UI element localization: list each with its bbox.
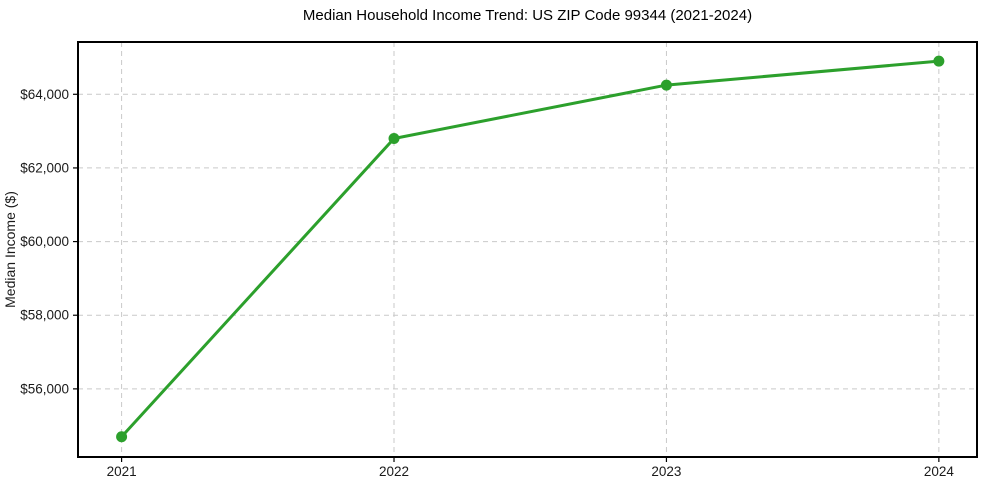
x-tick-label: 2022: [379, 464, 409, 479]
data-point-2021: [116, 431, 128, 443]
data-point-2023: [660, 79, 672, 91]
y-tick-label: $58,000: [20, 308, 69, 323]
plot-border: [77, 41, 978, 458]
chart-title: Median Household Income Trend: US ZIP Co…: [302, 7, 753, 24]
data-point-2022: [388, 132, 400, 144]
data-point-2024: [933, 55, 945, 67]
y-tick-label: $62,000: [20, 160, 69, 175]
x-tick-label: 2024: [924, 464, 955, 479]
y-tick-label: $56,000: [20, 381, 69, 396]
y-axis-label: Median Income ($): [2, 191, 18, 308]
y-tick-label: $64,000: [20, 87, 69, 102]
x-tick-label: 2023: [651, 464, 681, 479]
x-tick-label: 2021: [107, 464, 137, 479]
trend-line: [120, 59, 941, 439]
y-tick-label: $60,000: [20, 234, 69, 249]
